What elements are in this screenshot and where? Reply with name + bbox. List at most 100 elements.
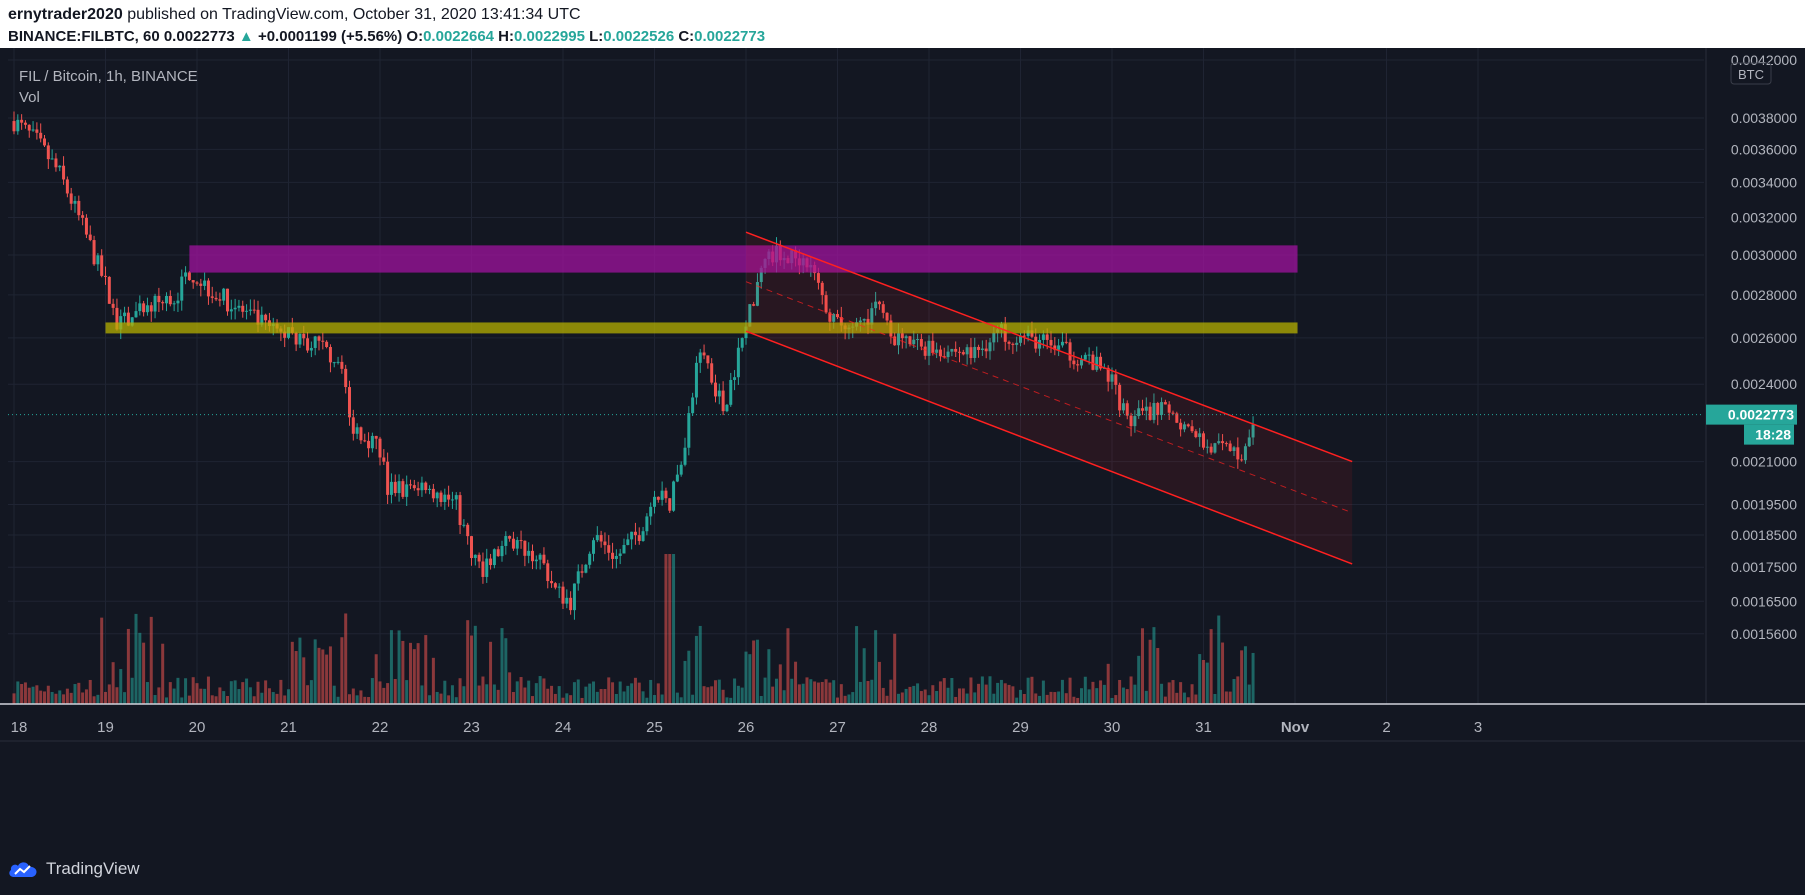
candle-body bbox=[885, 312, 889, 321]
candle-body bbox=[84, 217, 88, 235]
candle-body bbox=[504, 536, 508, 546]
volume-bar bbox=[889, 679, 893, 704]
volume-bar bbox=[1125, 689, 1129, 704]
candle-body bbox=[359, 427, 363, 441]
volume-bar bbox=[1022, 693, 1026, 704]
volume-bar bbox=[283, 695, 287, 704]
volume-bar bbox=[222, 691, 226, 704]
volume-bar bbox=[698, 625, 702, 704]
volume-bar bbox=[1209, 629, 1213, 704]
price-tick-label: 0.0034000 bbox=[1731, 174, 1797, 190]
volume-bar bbox=[961, 688, 965, 704]
volume-bar bbox=[534, 683, 538, 704]
candle-body bbox=[900, 333, 904, 339]
time-tick-label: 30 bbox=[1104, 719, 1121, 736]
candle-body bbox=[340, 361, 344, 369]
countdown-tag bbox=[1744, 424, 1794, 445]
volume-bar bbox=[508, 672, 512, 704]
volume-bar bbox=[504, 638, 508, 704]
volume-bar bbox=[31, 686, 35, 704]
volume-bar bbox=[359, 690, 363, 704]
candle-body bbox=[69, 193, 73, 204]
volume-bar bbox=[168, 682, 172, 704]
volume-bar bbox=[733, 678, 737, 704]
volume-bar bbox=[847, 694, 851, 704]
candle-body bbox=[580, 571, 584, 573]
author-name[interactable]: ernytrader2020 bbox=[8, 6, 123, 23]
candle-body bbox=[115, 307, 119, 330]
candle-body bbox=[306, 338, 310, 351]
volume-bar bbox=[706, 687, 710, 704]
candle-body bbox=[397, 481, 401, 494]
volume-bar bbox=[538, 676, 542, 704]
price-tick-label: 0.0016500 bbox=[1731, 593, 1797, 609]
candle-body bbox=[702, 352, 706, 356]
low-value: 0.0022526 bbox=[603, 28, 675, 45]
time-tick-label: 22 bbox=[372, 719, 389, 736]
candle-body bbox=[938, 349, 942, 357]
volume-bar bbox=[771, 686, 775, 704]
candle-body bbox=[1221, 441, 1225, 444]
candle-body bbox=[977, 346, 981, 350]
high-label: H: bbox=[498, 28, 514, 45]
candle-body bbox=[27, 124, 31, 131]
price-tick-label: 0.0018500 bbox=[1731, 527, 1797, 543]
last-price: 0.0022773 bbox=[163, 28, 235, 45]
candle-body bbox=[1068, 342, 1072, 361]
candle-body bbox=[1106, 367, 1110, 382]
volume-bar bbox=[187, 695, 191, 704]
volume-bar bbox=[1099, 680, 1103, 704]
time-tick-label: 3 bbox=[1474, 719, 1482, 736]
volume-bar bbox=[870, 679, 874, 704]
volume-bar bbox=[241, 682, 245, 704]
candle-body bbox=[58, 165, 62, 168]
candle-body bbox=[1152, 403, 1156, 420]
volume-bar bbox=[1137, 655, 1141, 704]
volume-bar bbox=[1160, 683, 1164, 704]
candle-body bbox=[538, 554, 542, 560]
published-text: published on TradingView.com, October 31… bbox=[127, 6, 581, 23]
candle-body bbox=[111, 303, 115, 308]
volume-bar bbox=[599, 689, 603, 704]
candle-body bbox=[1236, 447, 1240, 460]
candle-body bbox=[897, 333, 900, 346]
candle-body bbox=[1083, 354, 1087, 360]
volume-bar bbox=[1102, 684, 1106, 704]
volume-bar bbox=[855, 626, 859, 704]
volume-bar bbox=[1247, 684, 1251, 704]
currency-label: BTC bbox=[1738, 67, 1764, 82]
volume-bar bbox=[836, 697, 839, 704]
up-arrow-icon: ▲ bbox=[238, 28, 254, 45]
price-chart[interactable]: 0.0042000 0.0038000 0.0036000 0.0034000 0.00… bbox=[0, 48, 1805, 895]
candle-body bbox=[123, 312, 127, 317]
volume-bar bbox=[721, 689, 725, 704]
candle-body bbox=[687, 413, 691, 448]
volume-bar bbox=[264, 680, 268, 704]
price-tick-label: 0.0017500 bbox=[1731, 559, 1797, 575]
tradingview-logo[interactable]: TradingView bbox=[8, 859, 140, 879]
volume-bar bbox=[1194, 694, 1198, 704]
volume-bar bbox=[622, 691, 626, 704]
candle-body bbox=[1038, 339, 1042, 349]
candle-body bbox=[721, 390, 725, 412]
volume-bar bbox=[1121, 687, 1125, 704]
candle-body bbox=[46, 145, 50, 160]
volume-bar bbox=[351, 688, 355, 704]
candle-body bbox=[1175, 413, 1179, 423]
volume-bar bbox=[877, 661, 881, 704]
candle-body bbox=[1148, 406, 1152, 420]
candle-body bbox=[866, 318, 870, 325]
volume-bar bbox=[958, 688, 961, 704]
candle-body bbox=[565, 597, 569, 604]
candle-body bbox=[401, 481, 405, 497]
volume-bar bbox=[271, 692, 275, 704]
channel-fill bbox=[746, 232, 1353, 564]
volume-bar bbox=[531, 696, 534, 704]
volume-bar bbox=[252, 696, 256, 704]
volume-bar bbox=[126, 628, 130, 704]
volume-bar bbox=[885, 695, 889, 704]
volume-bar bbox=[626, 685, 630, 704]
candle-body bbox=[283, 331, 287, 338]
volume-bar bbox=[389, 630, 393, 704]
volume-bar bbox=[409, 642, 412, 704]
